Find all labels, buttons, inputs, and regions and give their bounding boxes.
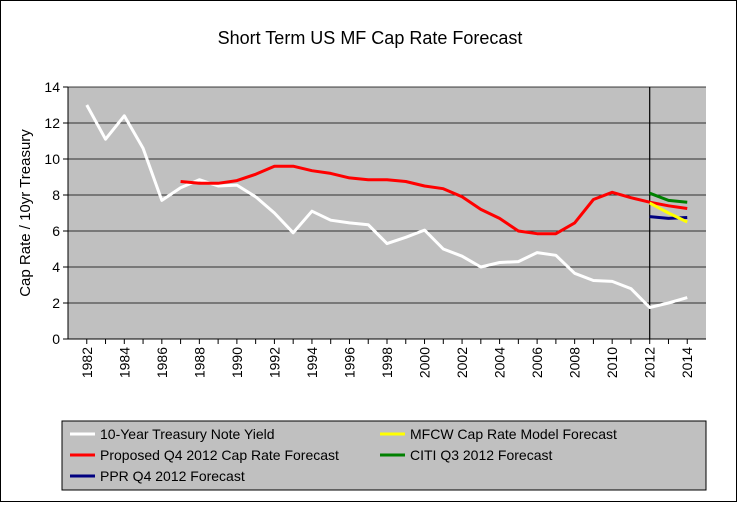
x-tick-label: 2002 <box>454 347 470 378</box>
x-tick-label: 2006 <box>529 347 545 378</box>
y-tick-label: 8 <box>52 187 60 203</box>
y-axis-label: Cap Rate / 10yr Treasury <box>17 129 34 297</box>
chart-title: Short Term US MF Cap Rate Forecast <box>218 28 523 48</box>
x-tick-label: 2004 <box>492 347 508 378</box>
x-tick-label: 2010 <box>604 347 620 378</box>
y-tick-label: 4 <box>52 259 60 275</box>
series-line <box>649 191 688 204</box>
legend-label: PPR Q4 2012 Forecast <box>100 468 245 484</box>
x-tick-label: 1982 <box>79 347 95 378</box>
x-tick-label: 2008 <box>567 347 583 378</box>
x-tick-label: 1984 <box>116 347 132 378</box>
x-tick-label: 2012 <box>642 347 658 378</box>
x-tick-label: 1998 <box>379 347 395 378</box>
x-tick-label: 2000 <box>417 347 433 378</box>
y-tick-label: 0 <box>52 331 60 347</box>
series-line <box>180 164 688 236</box>
x-tick-label: 1986 <box>154 347 170 378</box>
x-tick-label: 1994 <box>304 347 320 378</box>
x-tick-label: 1990 <box>229 347 245 378</box>
x-tick-label: 1996 <box>341 347 357 378</box>
y-tick-label: 10 <box>44 151 60 167</box>
legend-label: 10-Year Treasury Note Yield <box>100 426 275 442</box>
legend-label: MFCW Cap Rate Model Forecast <box>410 426 617 442</box>
x-tick-label: 1992 <box>266 347 282 378</box>
legend-label: CITI Q3 2012 Forecast <box>410 447 553 463</box>
series-line <box>85 104 688 309</box>
x-tick-label: 1988 <box>191 347 207 378</box>
y-tick-label: 14 <box>44 79 60 95</box>
series-line <box>649 201 688 224</box>
x-tick-label: 2014 <box>679 347 695 378</box>
y-tick-label: 12 <box>44 115 60 131</box>
plot-area <box>68 87 706 339</box>
y-tick-label: 6 <box>52 223 60 239</box>
legend-label: Proposed Q4 2012 Cap Rate Forecast <box>100 447 339 463</box>
y-tick-label: 2 <box>52 295 60 311</box>
